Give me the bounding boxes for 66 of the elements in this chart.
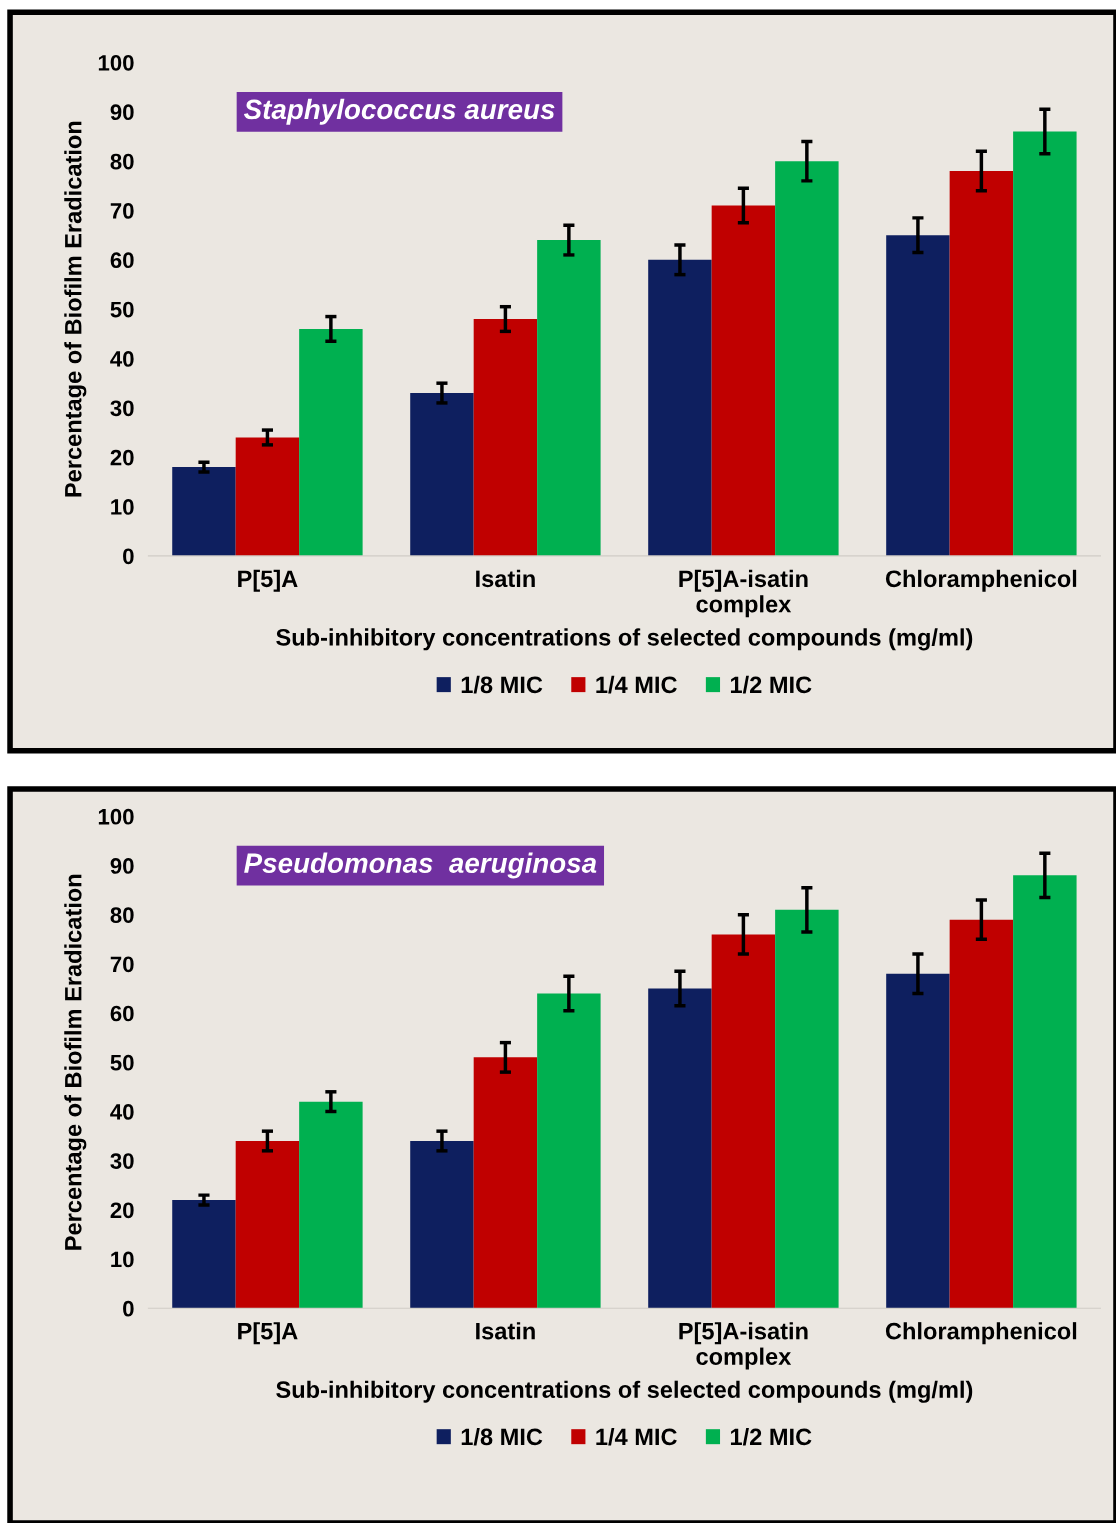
legend-label: 1/2 MIC: [730, 1427, 812, 1446]
x-axis-title: Sub-inhibitory concentrations of selected compounds (mg/ml): [276, 1380, 973, 1403]
x-tick-label: P[5]A: [238, 1322, 298, 1345]
legend-label: 1/8 MIC: [461, 1427, 543, 1446]
y-tick-label: 20: [110, 449, 134, 466]
legend-label: 1/2 MIC: [730, 675, 812, 694]
bar: [1013, 875, 1077, 1309]
bar: [775, 909, 839, 1309]
bar: [410, 1141, 474, 1309]
y-tick-label: 50: [110, 1054, 134, 1071]
y-tick-label: 0: [123, 1300, 134, 1317]
y-axis-title: Percentage of Biofilm Eradication: [64, 874, 87, 1250]
bar: [473, 1057, 538, 1309]
y-axis-title: Percentage of Biofilm Eradication: [64, 121, 87, 497]
bar: [299, 328, 363, 556]
bar: [235, 1141, 300, 1309]
y-tick-label: 90: [110, 104, 134, 121]
y-tick-label: 70: [110, 956, 134, 973]
bar: [711, 934, 776, 1309]
text: Pseudomonas aeruginosa: [244, 852, 597, 879]
bar: [299, 1101, 363, 1309]
y-tick-label: 90: [110, 858, 134, 874]
bar: [886, 973, 950, 1309]
y-tick-label: 100: [98, 808, 134, 825]
legend-label: 1/4 MIC: [596, 675, 677, 694]
x-tick-label: P[5]A: [238, 569, 298, 592]
legend-label: 1/8 MIC: [461, 675, 543, 694]
y-tick-label: 100: [98, 54, 134, 71]
y-tick-label: 20: [110, 1202, 134, 1219]
bar: [172, 1200, 236, 1309]
x-tick-label: Isatin: [476, 1322, 535, 1340]
y-tick-label: 30: [110, 400, 134, 417]
y-tick-label: 40: [110, 351, 134, 367]
x-tick-label: Chloramphenicol: [885, 569, 1077, 592]
bar: [410, 393, 474, 556]
x-tick-label: P[5]A-isatin complex: [679, 569, 808, 618]
bar: [775, 161, 839, 556]
bar: [949, 919, 1014, 1309]
y-tick-label: 70: [110, 203, 134, 219]
bar: [648, 988, 712, 1309]
y-tick-label: 50: [110, 301, 134, 318]
y-tick-label: 80: [110, 907, 134, 923]
x-tick-label: Chloramphenicol: [885, 1322, 1077, 1345]
bar: [886, 235, 950, 556]
bar: [648, 259, 712, 556]
text: Staphylococcus aureus: [243, 98, 555, 125]
y-tick-label: 60: [110, 1005, 134, 1022]
bar: [172, 467, 236, 556]
x-axis-title: Sub-inhibitory concentrations of selected compounds (mg/ml): [276, 628, 973, 651]
y-tick-label: 40: [110, 1104, 134, 1120]
bar: [949, 171, 1014, 556]
bar: [473, 319, 538, 556]
y-tick-label: 10: [111, 499, 134, 515]
y-tick-label: 30: [110, 1153, 134, 1169]
y-tick-label: 80: [110, 153, 134, 170]
y-tick-label: 60: [110, 252, 134, 269]
bar: [235, 437, 300, 556]
bar: [537, 993, 601, 1309]
bar: [537, 240, 601, 556]
x-tick-label: Isatin: [476, 569, 535, 588]
x-tick-label: P[5]A-isatin complex: [679, 1322, 808, 1370]
bar: [711, 205, 776, 556]
bar: [1013, 131, 1077, 556]
y-tick-label: 0: [123, 548, 134, 565]
y-tick-label: 10: [111, 1251, 134, 1268]
legend-label: 1/4 MIC: [596, 1427, 677, 1446]
